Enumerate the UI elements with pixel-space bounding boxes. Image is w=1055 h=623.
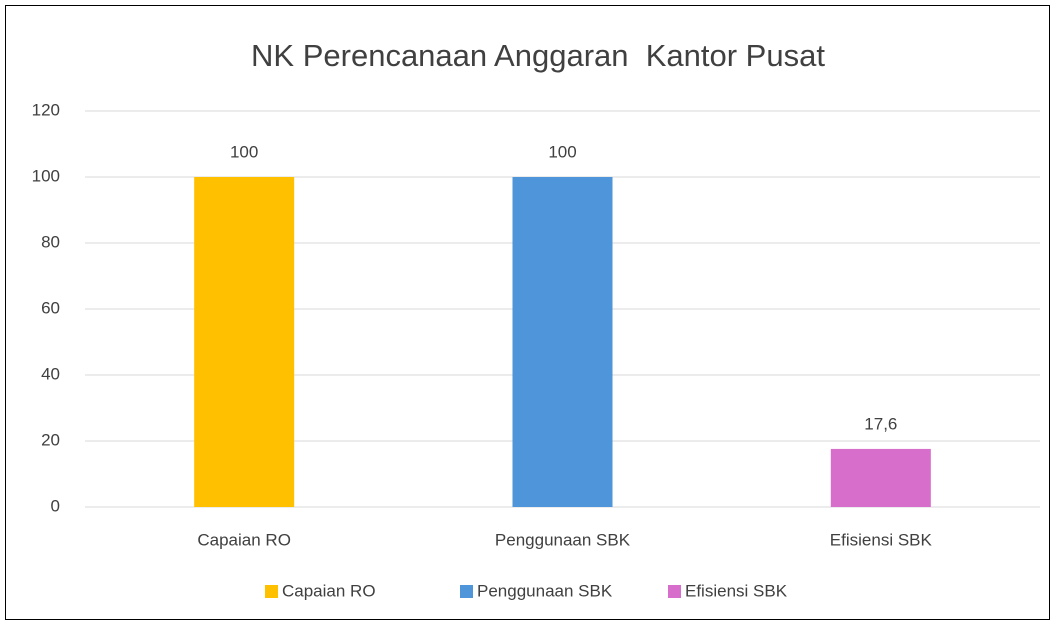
x-tick-label: Efisiensi SBK <box>830 530 933 549</box>
legend-label: Capaian RO <box>282 581 376 600</box>
y-tick-label: 100 <box>32 166 60 185</box>
y-tick-label: 20 <box>41 430 60 449</box>
x-tick-label: Capaian RO <box>197 530 291 549</box>
bar <box>194 177 295 507</box>
legend-label: Efisiensi SBK <box>685 581 788 600</box>
legend-swatch <box>460 585 473 598</box>
legend-swatch <box>668 585 681 598</box>
y-tick-label: 60 <box>41 298 60 317</box>
bar <box>512 177 613 507</box>
bar <box>830 448 931 507</box>
y-tick-label: 40 <box>41 364 60 383</box>
chart-title: NK Perencanaan Anggaran Kantor Pusat <box>251 38 825 73</box>
y-tick-label: 120 <box>32 100 60 119</box>
y-tick-label: 0 <box>51 496 60 515</box>
data-label: 100 <box>548 142 576 161</box>
data-label: 17,6 <box>864 414 897 433</box>
legend-label: Penggunaan SBK <box>477 581 613 600</box>
x-tick-label: Penggunaan SBK <box>495 530 631 549</box>
y-tick-label: 80 <box>41 232 60 251</box>
legend-swatch <box>265 585 278 598</box>
data-label: 100 <box>230 142 258 161</box>
